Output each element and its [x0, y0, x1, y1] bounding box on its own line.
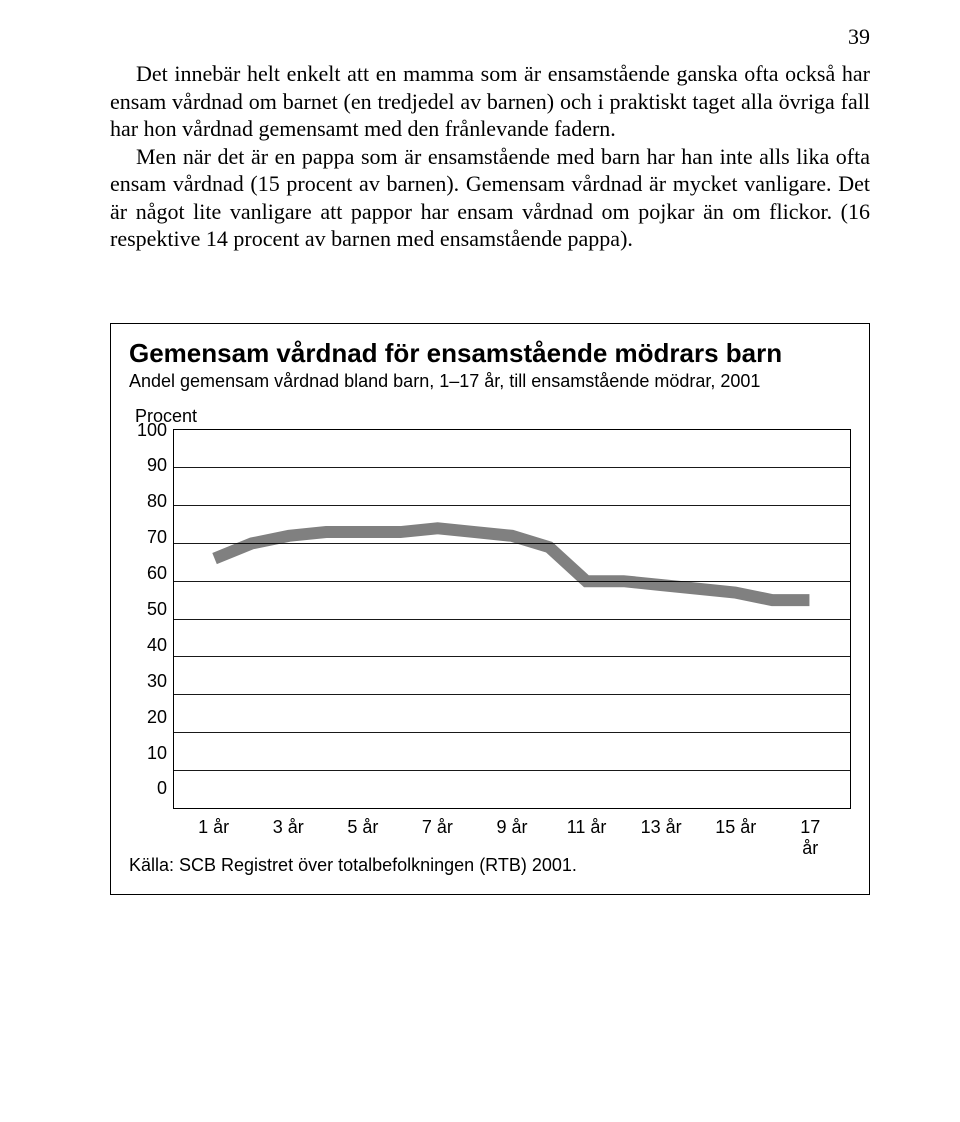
chart-source: Källa: SCB Registret över totalbefolknin…	[129, 855, 851, 876]
page-number: 39	[848, 24, 870, 50]
y-axis-label: Procent	[135, 406, 851, 427]
y-tick-label: 30	[129, 671, 167, 692]
x-tick-label: 1 år	[198, 817, 229, 838]
y-tick-label: 90	[129, 455, 167, 476]
plot-wrap: 1 år3 år5 år7 år9 år11 år13 år15 år17 år	[173, 429, 851, 839]
x-tick-label: 11 år	[567, 817, 607, 838]
x-tick-label: 5 år	[347, 817, 378, 838]
gridline	[174, 581, 850, 582]
paragraph-2: Men när det är en pappa som är ensamståe…	[110, 144, 870, 252]
x-axis-ticks: 1 år3 år5 år7 år9 år11 år13 år15 år17 år	[173, 817, 851, 839]
gridline	[174, 732, 850, 733]
y-tick-label: 50	[129, 599, 167, 620]
plot-area	[173, 429, 851, 809]
gridline	[174, 656, 850, 657]
x-tick-label: 15 år	[715, 817, 756, 838]
y-tick-label: 20	[129, 707, 167, 728]
page: 39 Det innebär helt enkelt att en mamma …	[0, 0, 960, 1122]
y-tick-label: 100	[129, 420, 167, 441]
y-tick-label: 0	[129, 778, 167, 799]
x-tick-label: 9 år	[496, 817, 527, 838]
y-tick-label: 60	[129, 563, 167, 584]
y-tick-label: 40	[129, 635, 167, 656]
y-tick-label: 70	[129, 527, 167, 548]
y-axis-ticks: 1009080706050403020100	[129, 420, 173, 800]
y-tick-label: 80	[129, 491, 167, 512]
x-tick-label: 17 år	[790, 817, 831, 859]
gridline	[174, 467, 850, 468]
x-tick-label: 7 år	[422, 817, 453, 838]
data-line	[215, 528, 810, 600]
y-tick-label: 10	[129, 743, 167, 764]
gridline	[174, 619, 850, 620]
gridline	[174, 770, 850, 771]
chart-container: Gemensam vårdnad för ensamstående mödrar…	[110, 323, 870, 895]
gridline	[174, 694, 850, 695]
paragraph-1: Det innebär helt enkelt att en mamma som…	[110, 61, 870, 141]
body-paragraphs: Det innebär helt enkelt att en mamma som…	[110, 60, 870, 253]
chart-subtitle: Andel gemensam vårdnad bland barn, 1–17 …	[129, 371, 851, 392]
x-tick-label: 3 år	[273, 817, 304, 838]
chart-title: Gemensam vårdnad för ensamstående mödrar…	[129, 338, 851, 369]
x-tick-label: 13 år	[641, 817, 682, 838]
chart-area: 1009080706050403020100 1 år3 år5 år7 år9…	[129, 429, 851, 839]
gridline	[174, 505, 850, 506]
gridline	[174, 543, 850, 544]
